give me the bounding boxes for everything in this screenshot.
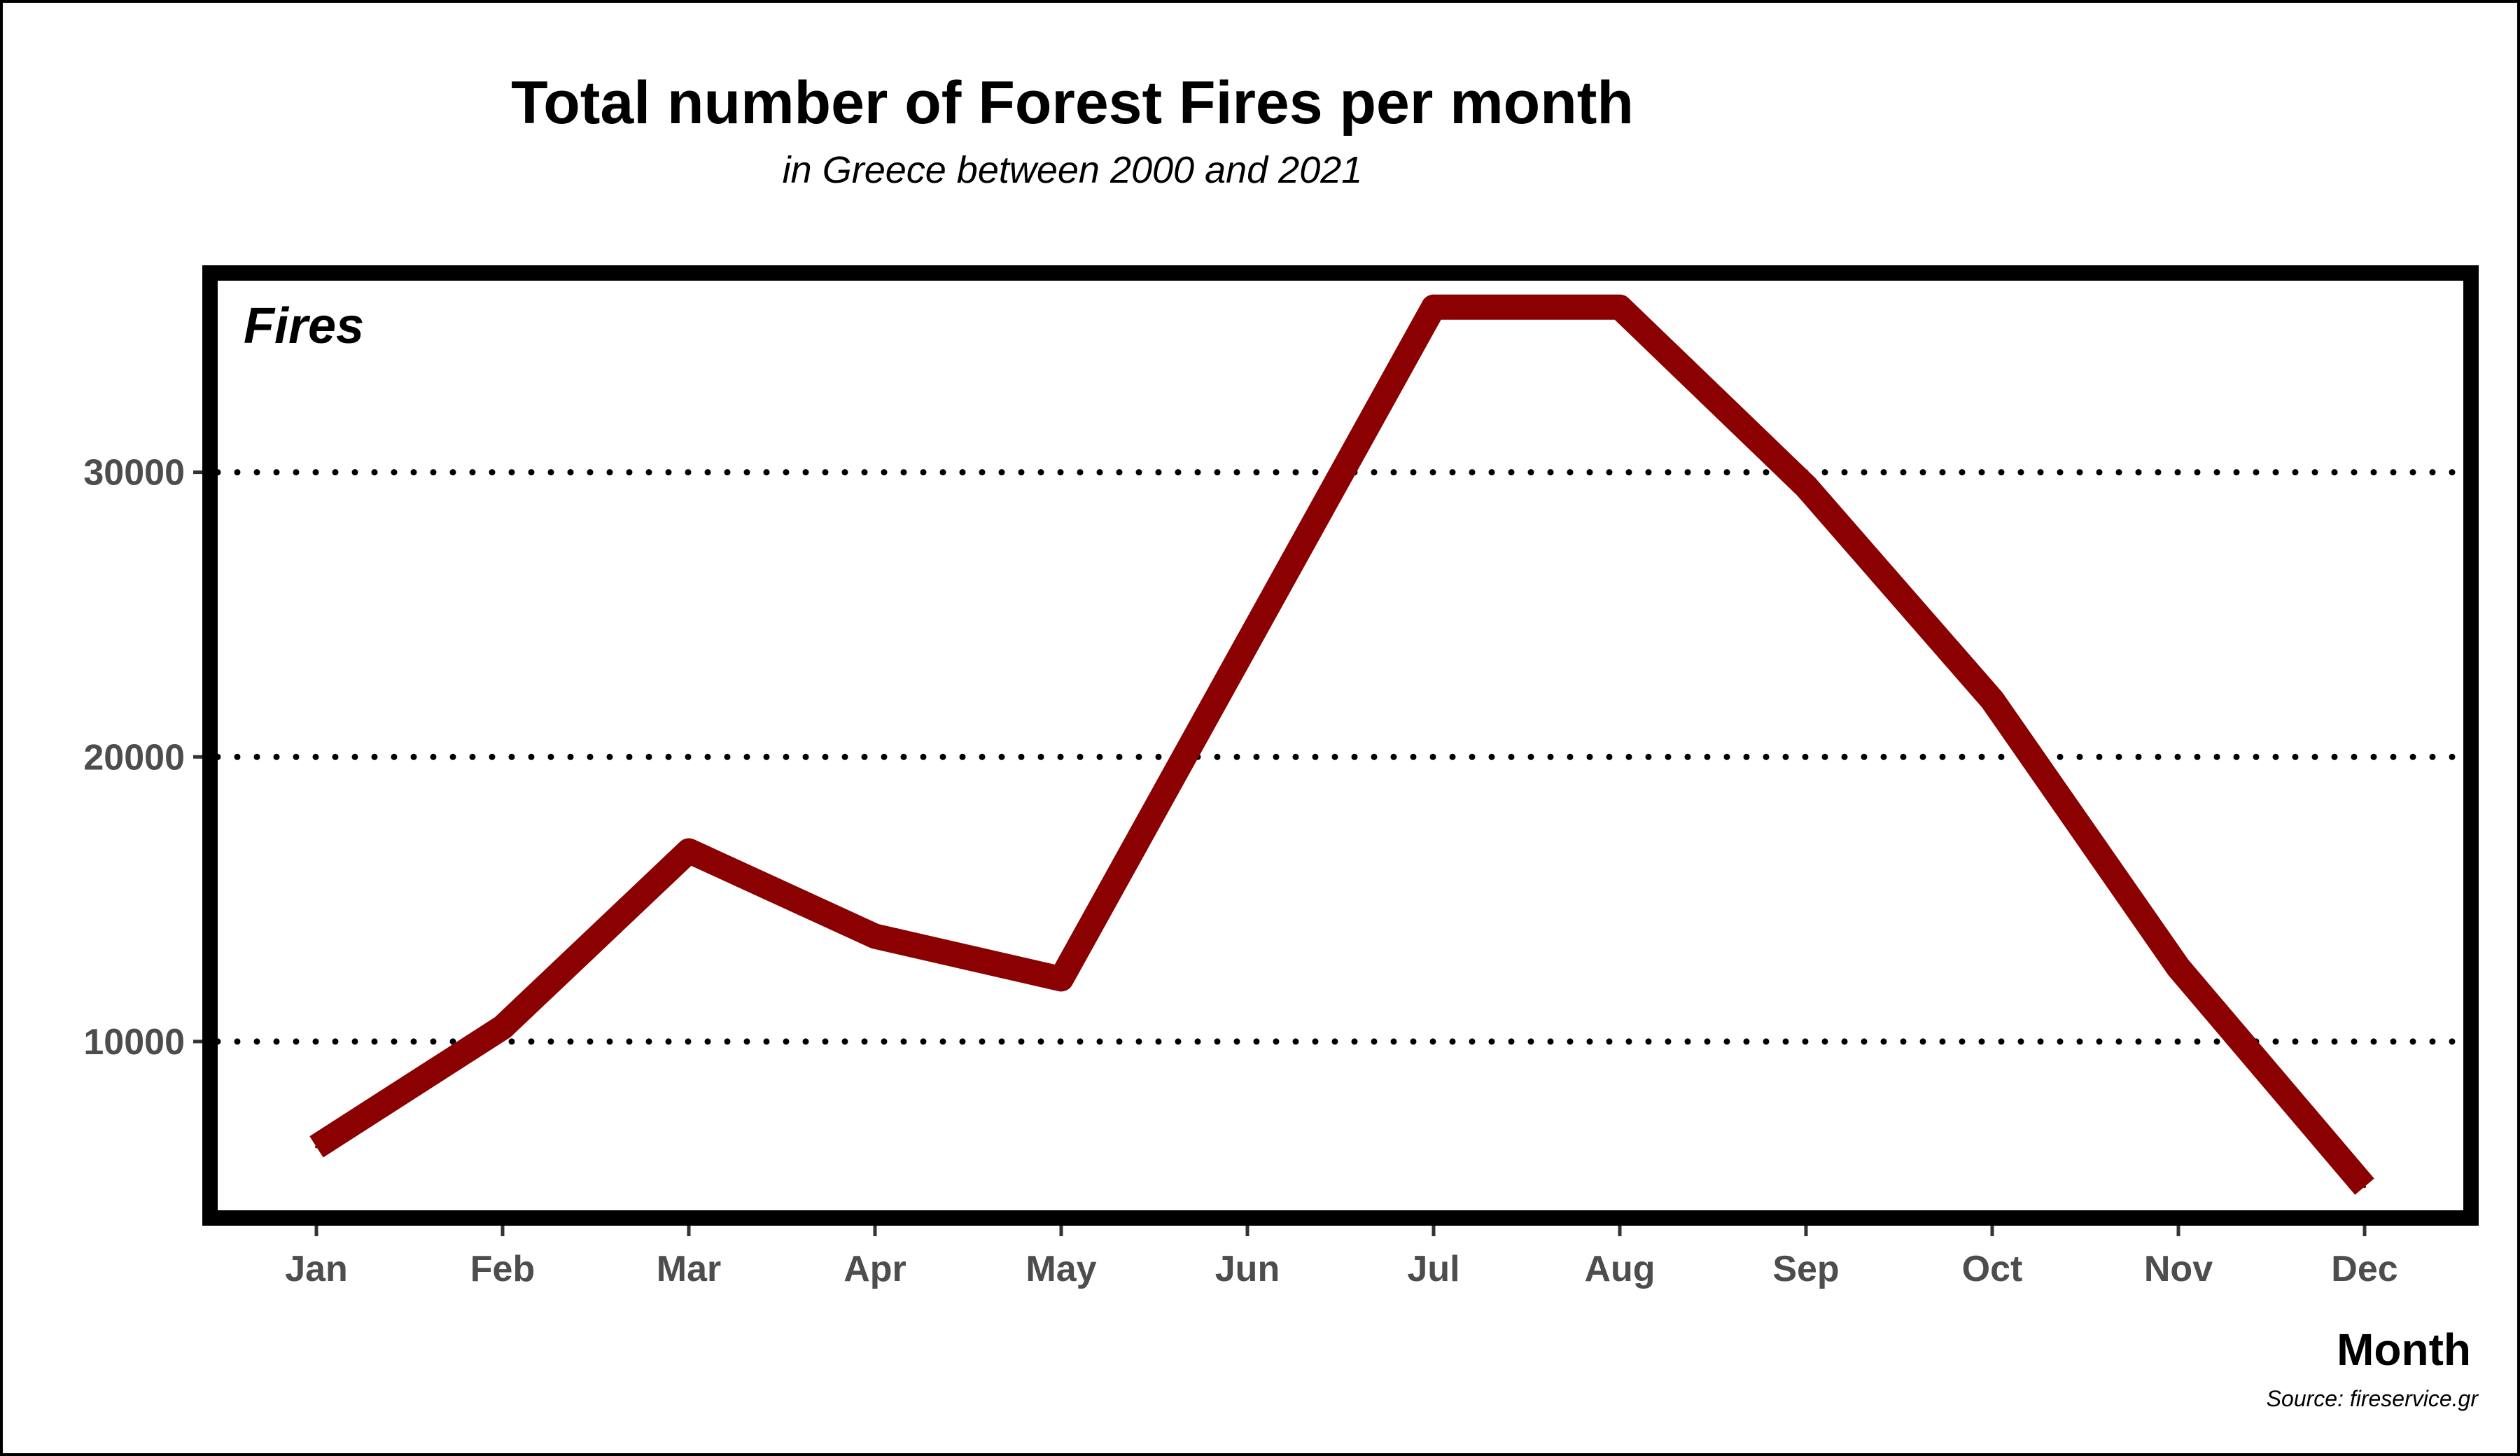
y-tick-label-30000: 30000 — [83, 453, 185, 493]
data-point-apr — [874, 934, 876, 938]
data-point-aug — [1618, 305, 1621, 309]
data-point-sep — [1805, 484, 1807, 488]
series-line-0 — [309, 294, 2374, 1195]
y-axis-ticks: 10000 20000 30000 — [83, 453, 202, 1063]
data-point-dec — [2363, 1185, 2366, 1189]
y-tick-label-20000: 20000 — [83, 737, 185, 778]
x-tick-label-sep: Sep — [1772, 1249, 1839, 1289]
x-tick-label-feb: Feb — [470, 1249, 535, 1289]
x-tick-label-jan: Jan — [285, 1249, 348, 1289]
x-tick-label-oct: Oct — [1962, 1249, 2023, 1289]
data-point-jul — [1432, 305, 1435, 309]
data-point-feb — [501, 1026, 504, 1029]
series-layer — [309, 294, 2374, 1195]
x-tick-label-mar: Mar — [657, 1249, 721, 1289]
x-tick-label-aug: Aug — [1584, 1249, 1655, 1289]
y-axis-label: Fires — [244, 298, 364, 354]
chart-subtitle: in Greece between 2000 and 2021 — [782, 149, 1363, 191]
x-tick-label-dec: Dec — [2331, 1249, 2398, 1289]
plot-panel-border — [202, 265, 2479, 1226]
x-tick-label-jun: Jun — [1215, 1249, 1280, 1289]
data-point-jan — [315, 1145, 318, 1149]
x-tick-label-jul: Jul — [1407, 1249, 1460, 1289]
data-point-mar — [687, 849, 690, 853]
data-point-may — [1060, 977, 1063, 981]
data-point-nov — [2177, 966, 2180, 969]
data-point-oct — [1991, 698, 1994, 701]
y-tick-label-10000: 10000 — [83, 1022, 185, 1063]
x-tick-label-may: May — [1026, 1249, 1096, 1289]
x-axis-label: Month — [2337, 1324, 2471, 1375]
x-axis-ticks: Jan Feb Mar Apr May Jun Jul Aug Sep Oct Nov Dec — [285, 1226, 2398, 1289]
gridlines — [214, 469, 2467, 1045]
x-tick-label-apr: Apr — [844, 1249, 906, 1289]
source-note: Source: fireservice.gr — [2266, 1386, 2478, 1411]
data-point-jun — [1246, 641, 1249, 645]
chart-title: Total number of Forest Fires per month — [511, 69, 1634, 136]
x-tick-label-nov: Nov — [2144, 1249, 2213, 1289]
